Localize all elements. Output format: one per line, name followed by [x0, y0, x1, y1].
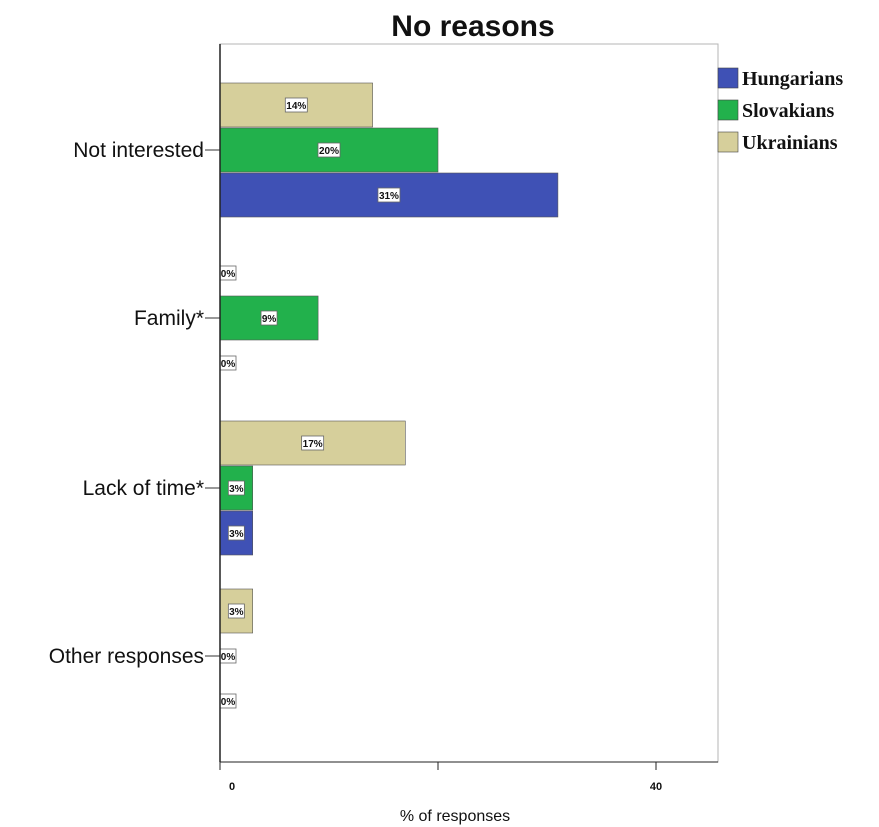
data-label: 17%: [303, 439, 323, 450]
data-label: 3%: [229, 529, 244, 540]
data-label-box: [301, 435, 325, 451]
data-label-box: [227, 603, 245, 619]
category-labels-group: Not interested Family* Lack of time* Other …: [49, 139, 220, 668]
category-label: Lack of time*: [83, 477, 204, 500]
category-label: Family*: [134, 307, 204, 330]
data-label: 0%: [221, 269, 236, 280]
data-label-box: [227, 525, 245, 541]
x-tick-label: 0: [229, 781, 235, 793]
data-label-box: [284, 97, 308, 113]
data-label: 9%: [262, 314, 277, 325]
legend-swatch-ukrainians: [717, 131, 739, 153]
legend-label-hungarians: Hungarians: [742, 68, 843, 90]
x-tick-label: 40: [650, 781, 662, 793]
data-label: 31%: [379, 191, 399, 202]
data-label: 0%: [221, 697, 236, 708]
legend: Hungarians Slovakians Ukrainians: [717, 67, 843, 154]
bars-group: [219, 82, 559, 634]
data-label: 3%: [229, 484, 244, 495]
bar-ukrainians-0: [219, 82, 373, 128]
category-label: Not interested: [73, 139, 204, 162]
data-label: 3%: [229, 607, 244, 618]
legend-label-ukrainians: Ukrainians: [742, 132, 838, 154]
data-label-box: [377, 187, 401, 203]
data-label-box: [260, 310, 278, 326]
chart-title: No reasons: [391, 10, 554, 43]
data-label: 14%: [286, 101, 306, 112]
data-label: 0%: [221, 652, 236, 663]
legend-swatch-hungarians: [717, 67, 739, 89]
data-label: 20%: [319, 146, 339, 157]
data-label: 0%: [221, 359, 236, 370]
x-axis-group: 0 40: [219, 44, 718, 793]
legend-swatch-slovakians: [717, 99, 739, 121]
legend-label-slovakians: Slovakians: [742, 100, 834, 122]
data-label-box: [227, 480, 245, 496]
x-axis-label: % of responses: [400, 808, 510, 825]
category-label: Other responses: [49, 645, 204, 668]
data-label-box: [317, 142, 341, 158]
